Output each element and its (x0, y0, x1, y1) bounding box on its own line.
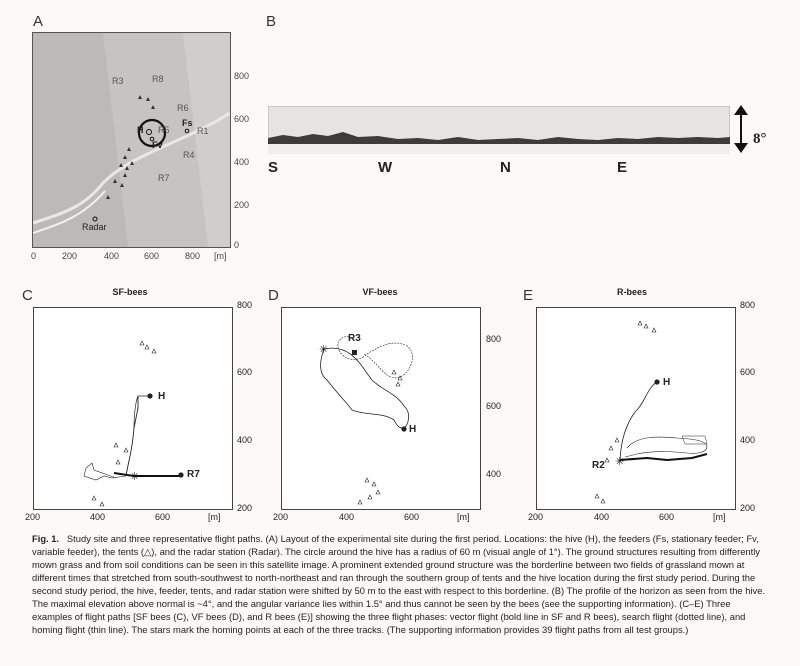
a-xtick-0: 0 (31, 251, 37, 261)
c-label-h: H (158, 391, 166, 402)
a-ytick-0: 0 (234, 240, 240, 250)
c-label-r7: R7 (187, 469, 200, 480)
panel-e-plot: ✳ (536, 307, 736, 510)
c-ytick-800: 800 (237, 300, 253, 310)
panel-c-label: C (22, 287, 33, 304)
d-xtick-200: 200 (273, 512, 289, 522)
e-ytick-400: 400 (740, 435, 756, 445)
c-ytick-400: 400 (237, 435, 253, 445)
a-xtick-600: 600 (144, 251, 160, 261)
c-xtick-600: 600 (155, 512, 171, 522)
site-label-radar: Radar (82, 222, 107, 232)
site-label-r3: R3 (112, 76, 124, 86)
panel-d-label: D (268, 287, 279, 304)
a-ytick-600: 600 (234, 114, 250, 124)
elevation-label: 8° (753, 131, 767, 147)
site-label-r7: R7 (158, 173, 170, 183)
d-xtick-600: 600 (404, 512, 420, 522)
e-ytick-600: 600 (740, 367, 756, 377)
a-ytick-200: 200 (234, 200, 250, 210)
a-xtick-400: 400 (104, 251, 120, 261)
c-xtick-400: 400 (90, 512, 106, 522)
c-x-unit: [m] (208, 512, 221, 522)
direction-w: W (378, 159, 393, 176)
c-ytick-600: 600 (237, 367, 253, 377)
c-ytick-200: 200 (237, 503, 253, 513)
e-x-unit: [m] (713, 512, 726, 522)
site-label-fv: Fv (152, 140, 163, 150)
d-ytick-800: 800 (486, 334, 502, 344)
a-ytick-400: 400 (234, 157, 250, 167)
a-x-unit: [m] (214, 251, 227, 261)
horizon-profile (267, 105, 731, 155)
panel-c-title: SF-bees (112, 287, 148, 297)
caption-fig-number: Fig. 1. (32, 533, 60, 544)
panel-c-plot: ✳ (33, 307, 233, 510)
a-xtick-800: 800 (185, 251, 201, 261)
d-ytick-600: 600 (486, 401, 502, 411)
site-label-r8: R8 (152, 74, 164, 84)
d-label-h: H (409, 424, 417, 435)
panel-e-label: E (523, 287, 534, 304)
panel-a-label: A (33, 13, 44, 30)
c-xtick-200: 200 (25, 512, 41, 522)
site-label-fs: Fs (182, 118, 193, 128)
site-label-r6: R6 (177, 103, 189, 113)
caption-text: Study site and three representative flig… (32, 533, 766, 635)
satellite-image (32, 32, 231, 248)
figure-caption: Fig. 1. Study site and three representat… (32, 532, 772, 636)
svg-text:✳: ✳ (615, 456, 624, 468)
e-xtick-200: 200 (528, 512, 544, 522)
elevation-arrow (734, 105, 748, 153)
site-layout (33, 33, 230, 247)
a-xtick-200: 200 (62, 251, 78, 261)
svg-text:✳: ✳ (130, 471, 139, 483)
e-xtick-600: 600 (659, 512, 675, 522)
direction-e: E (617, 159, 628, 176)
panel-d-title: VF-bees (362, 287, 398, 297)
svg-text:✳: ✳ (319, 344, 328, 356)
panel-d-plot: ✳ (281, 307, 481, 510)
e-xtick-400: 400 (594, 512, 610, 522)
e-label-h: H (663, 377, 671, 388)
d-x-unit: [m] (457, 512, 470, 522)
direction-s: S (268, 159, 279, 176)
site-label-hive: H (137, 125, 144, 135)
site-label-r5: R5 (158, 125, 170, 135)
a-ytick-800: 800 (234, 71, 250, 81)
d-label-r3: R3 (348, 333, 361, 344)
site-label-r1: R1 (197, 126, 209, 136)
e-ytick-800: 800 (740, 300, 756, 310)
panel-b-label: B (266, 13, 277, 30)
direction-n: N (500, 159, 511, 176)
d-xtick-400: 400 (339, 512, 355, 522)
d-ytick-400: 400 (486, 469, 502, 479)
site-label-r4: R4 (183, 150, 195, 160)
e-label-r2: R2 (592, 460, 605, 471)
panel-e-title: R-bees (616, 287, 647, 297)
e-ytick-200: 200 (740, 503, 756, 513)
